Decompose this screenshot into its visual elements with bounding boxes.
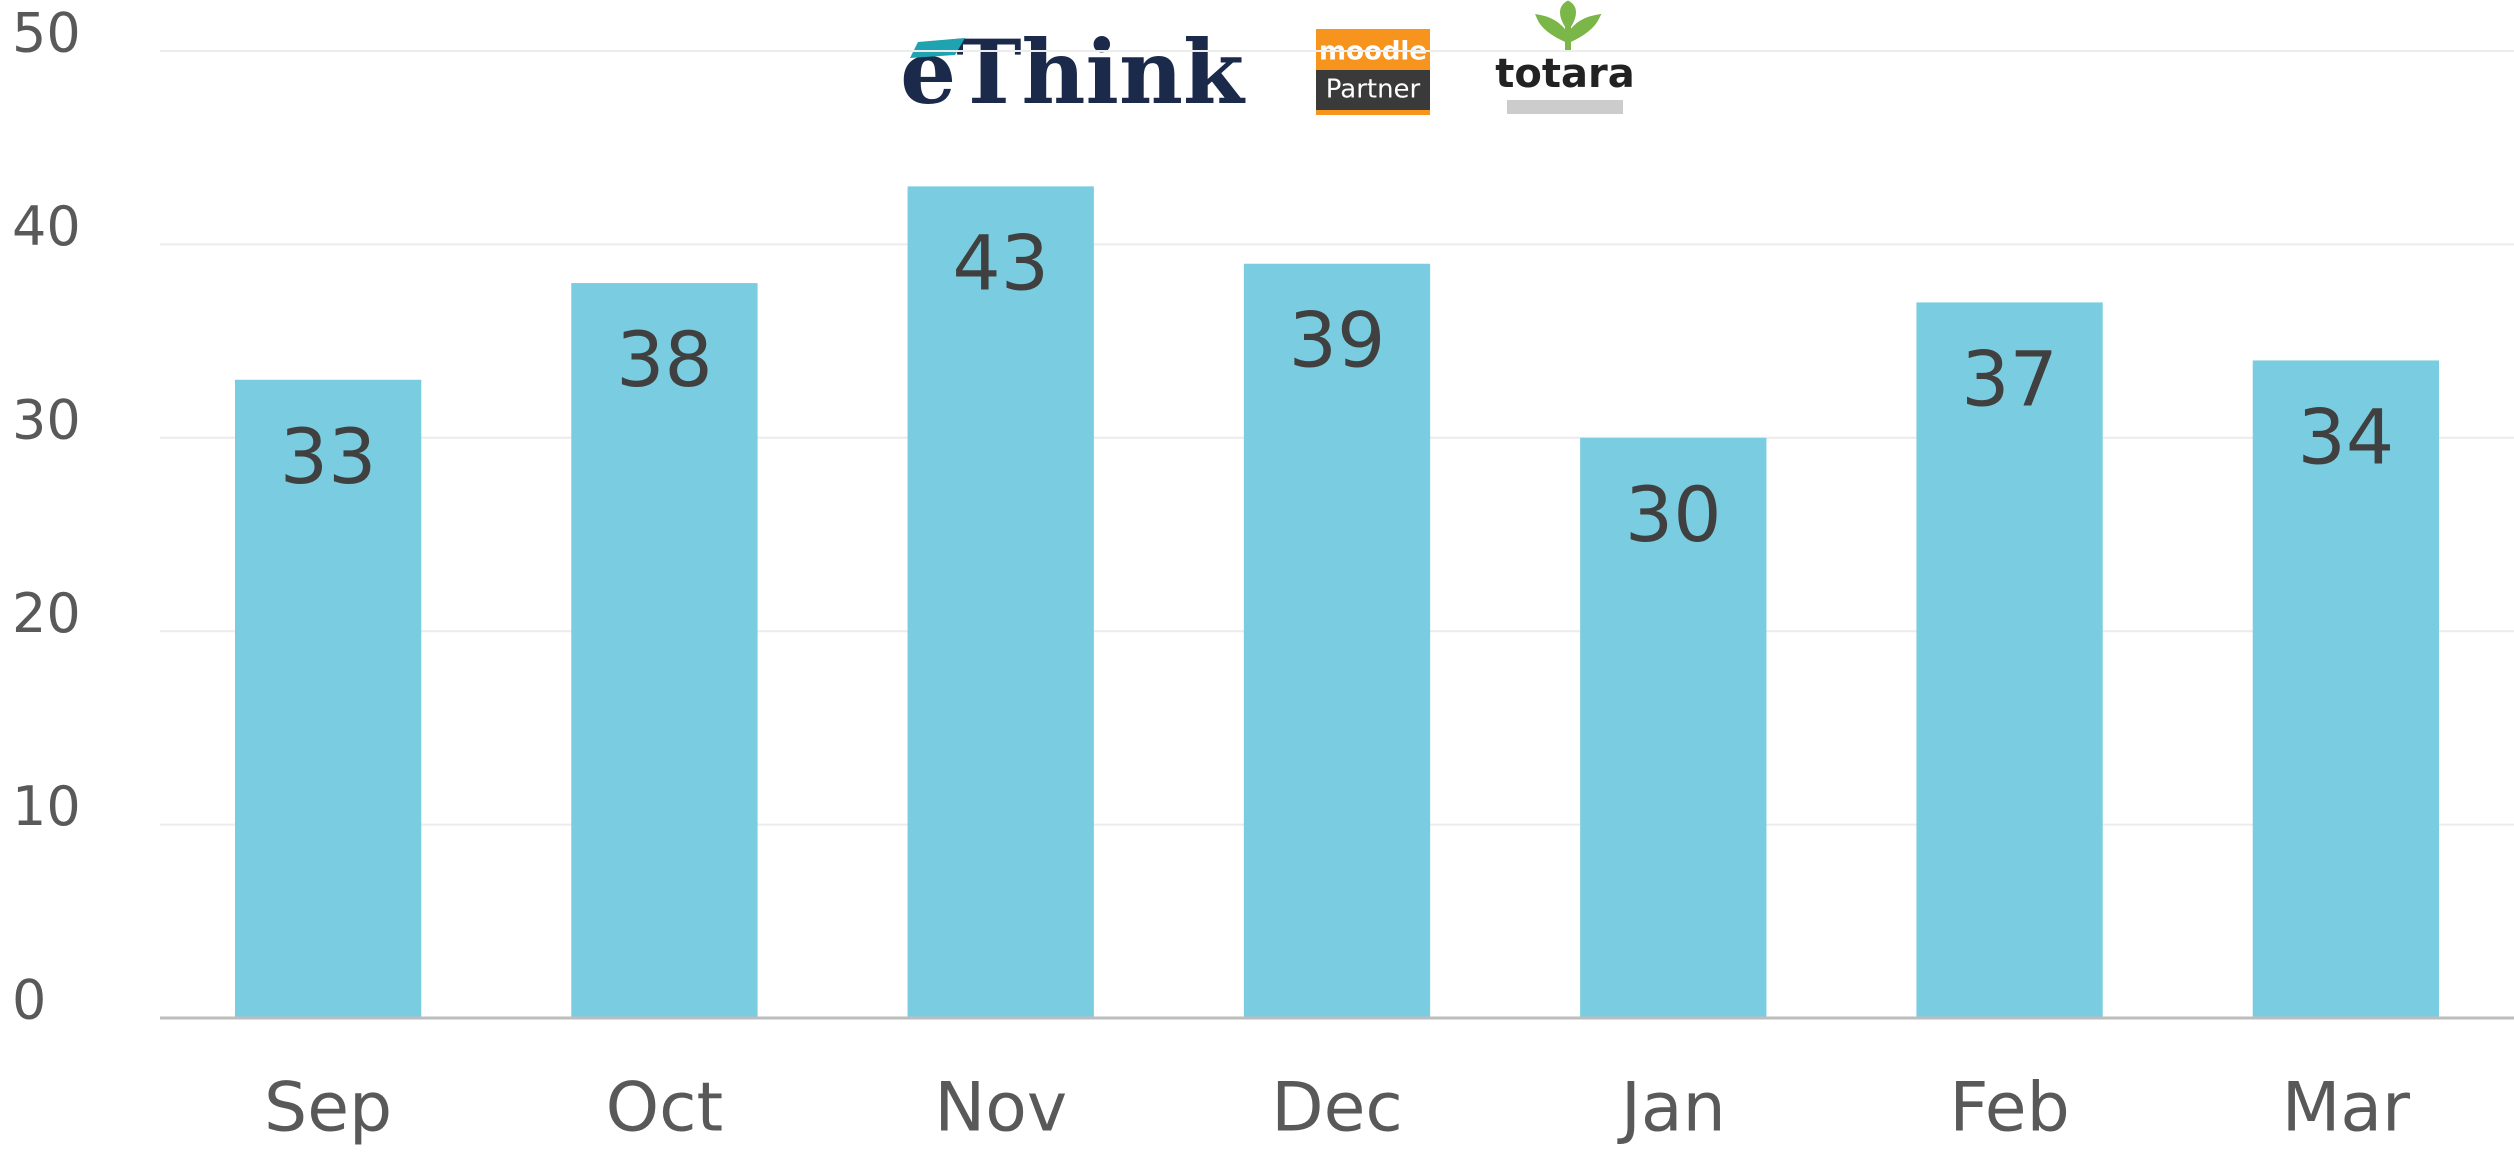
totara-leaf [1535, 0, 1602, 50]
moodle-box-bottom [1316, 70, 1430, 110]
bar [1580, 437, 1767, 1018]
bar [234, 379, 422, 1018]
x-tick-label: Mar [2282, 1069, 2410, 1148]
partner-text: Partner [1326, 75, 1421, 105]
x-tick-label: Jan [1617, 1069, 1726, 1148]
value-label: 30 [1625, 470, 1722, 559]
x-tick-label: Dec [1271, 1069, 1403, 1148]
bar [1916, 302, 2103, 1018]
y-tick-label: 0 [12, 969, 46, 1032]
bar [1243, 263, 1431, 1018]
bar [2252, 360, 2440, 1018]
totara-text: totara [1495, 51, 1634, 97]
y-tick-label: 20 [12, 582, 81, 645]
y-tick-label: 50 [12, 2, 81, 65]
ethink-logo: eThink [900, 20, 1246, 124]
y-tick-label: 10 [12, 775, 81, 838]
value-label: 37 [1961, 334, 2058, 423]
value-label: 34 [2297, 392, 2394, 481]
totara-band [1507, 100, 1623, 114]
x-tick-label: Sep [264, 1069, 392, 1148]
x-tick-label: Feb [1949, 1069, 2069, 1148]
y-tick-label: 30 [12, 388, 81, 451]
value-label: 39 [1289, 296, 1386, 385]
x-tick-label: Nov [934, 1069, 1067, 1148]
value-label: 43 [952, 218, 1049, 307]
value-label: 33 [280, 412, 377, 501]
bar [907, 186, 1094, 1018]
bar [571, 283, 758, 1019]
value-label: 38 [616, 315, 713, 404]
logos: eThink moodle Partner totara [900, 0, 1635, 124]
x-tick-label: Oct [606, 1069, 724, 1148]
y-tick-label: 40 [12, 195, 81, 258]
ethink-accent [910, 38, 965, 58]
